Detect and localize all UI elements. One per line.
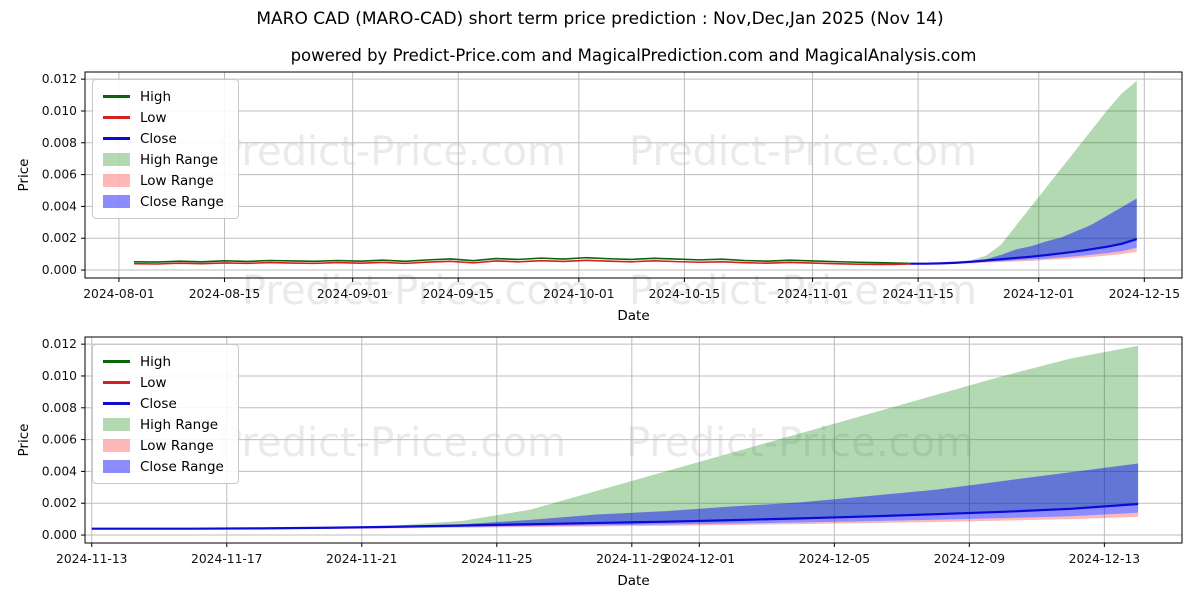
- gridlines: [85, 337, 1182, 543]
- legend-item-close-range: Close Range: [103, 191, 224, 212]
- legend-item-close: Close: [103, 393, 224, 414]
- x-axis-label: Date: [617, 308, 649, 324]
- watermark-text: Predict-Price.com: [242, 268, 590, 314]
- x-tick-label: 2024-08-15: [189, 287, 260, 301]
- x-tick-label: 2024-12-15: [1109, 287, 1180, 301]
- x-tick-label: 2024-11-21: [326, 552, 397, 566]
- legend-label: Close Range: [140, 458, 224, 475]
- x-tick-label: 2024-09-15: [422, 287, 493, 301]
- legend-swatch-line: [103, 402, 130, 405]
- legend-label: High: [140, 88, 172, 105]
- figure-title: MARO CAD (MARO-CAD) short term price pre…: [256, 9, 944, 29]
- legend-item-low-range: Low Range: [103, 170, 224, 191]
- legend-swatch-line: [103, 95, 130, 98]
- y-tick-label: 0.006: [42, 168, 77, 182]
- band-close-range: [910, 198, 1137, 264]
- legend-swatch-patch: [103, 439, 130, 452]
- legend-swatch-line: [103, 360, 130, 363]
- x-tick-label: 2024-12-01: [664, 552, 735, 566]
- x-tick-label: 2024-11-13: [56, 552, 127, 566]
- series-line-close: [910, 237, 1138, 265]
- y-tick-label: 0.012: [42, 337, 77, 351]
- x-tick-label: 2024-12-05: [799, 552, 870, 566]
- legend-bottom-chart: High Low Close High Range Low Range Close Ran…: [92, 344, 239, 484]
- legend-item-high: High: [103, 86, 224, 107]
- legend-swatch-line: [103, 116, 130, 119]
- y-tick-label: 0.004: [42, 199, 77, 213]
- legend-label: Low: [140, 374, 167, 391]
- legend-item-close: Close: [103, 128, 224, 149]
- figure-subtitle: powered by Predict-Price.com and Magical…: [290, 46, 977, 65]
- series-line-low: [133, 259, 911, 266]
- x-tick-label: 2024-10-15: [649, 287, 720, 301]
- band-close-range: [125, 463, 1139, 529]
- x-tick-label: 2024-12-09: [934, 552, 1005, 566]
- x-tick-label: 2024-11-01: [777, 287, 848, 301]
- legend-item-high-range: High Range: [103, 149, 224, 170]
- legend-item-low-range: Low Range: [103, 435, 224, 456]
- y-tick-label: 0.010: [42, 369, 77, 383]
- legend-label: High Range: [140, 416, 219, 433]
- tick-labels: 2024-11-13 2024-11-17 2024-11-21 2024-11-25…: [42, 337, 1140, 566]
- x-tick-label: 2024-08-01: [83, 287, 154, 301]
- x-tick-label: 2024-11-17: [191, 552, 262, 566]
- legend-swatch-patch: [103, 174, 130, 187]
- legend-item-high: High: [103, 351, 224, 372]
- legend-swatch-patch: [103, 153, 130, 166]
- legend-item-low: Low: [103, 107, 224, 128]
- legend-item-high-range: High Range: [103, 414, 224, 435]
- legend-item-low: Low: [103, 372, 224, 393]
- legend-label: Low Range: [140, 172, 214, 189]
- band-high-range: [910, 80, 1137, 264]
- legend-swatch-line: [103, 137, 130, 140]
- legend-swatch-patch: [103, 418, 130, 431]
- band-high-range: [125, 345, 1139, 529]
- x-tick-label: 2024-12-01: [1003, 287, 1074, 301]
- y-tick-label: 0.000: [42, 263, 77, 277]
- y-tick-label: 0.012: [42, 72, 77, 86]
- band-low-range: [125, 512, 1139, 530]
- x-tick-label: 2024-11-25: [461, 552, 532, 566]
- tick-labels: 2024-08-01 2024-08-15 2024-09-01 2024-09-15…: [42, 72, 1180, 301]
- legend-label: Low Range: [140, 437, 214, 454]
- watermark-text: Predict-Price.com: [629, 268, 977, 314]
- y-tick-label: 0.006: [42, 433, 77, 447]
- x-tick-label: 2024-11-29: [596, 552, 667, 566]
- watermark-text: Predict-Price.com: [218, 129, 566, 175]
- legend-label: Close Range: [140, 193, 224, 210]
- legend-top-chart: High Low Close High Range Low Range Close Ran…: [92, 79, 239, 219]
- legend-item-close-range: Close Range: [103, 456, 224, 477]
- x-tick-label: 2024-11-15: [882, 287, 953, 301]
- x-tick-label: 2024-12-13: [1069, 552, 1140, 566]
- y-axis-label: Price: [16, 159, 32, 192]
- chart-forecast-zoom: 2024-11-13 2024-11-17 2024-11-21 2024-11-25…: [16, 336, 1183, 589]
- y-tick-label: 0.008: [42, 401, 77, 415]
- x-tick-label: 2024-09-01: [317, 287, 388, 301]
- watermark-text: Predict-Price.com: [629, 129, 977, 175]
- y-tick-label: 0.004: [42, 464, 77, 478]
- legend-label: Close: [140, 395, 177, 412]
- y-axis-label: Price: [16, 424, 32, 457]
- y-tick-label: 0.000: [42, 528, 77, 542]
- legend-swatch-patch: [103, 195, 130, 208]
- legend-label: High: [140, 353, 172, 370]
- legend-swatch-patch: [103, 460, 130, 473]
- y-tick-label: 0.008: [42, 136, 77, 150]
- x-axis-label: Date: [617, 573, 649, 589]
- series-line-high: [133, 256, 911, 265]
- x-tick-label: 2024-10-01: [543, 287, 614, 301]
- series-line-close: [91, 502, 1139, 530]
- watermark-text: Predict-Price.com: [626, 420, 974, 466]
- y-tick-label: 0.002: [42, 231, 77, 245]
- y-tick-label: 0.002: [42, 496, 77, 510]
- legend-label: High Range: [140, 151, 219, 168]
- watermark-text: Predict-Price.com: [218, 420, 566, 466]
- legend-swatch-line: [103, 381, 130, 384]
- legend-label: Low: [140, 109, 167, 126]
- band-low-range: [910, 247, 1137, 265]
- legend-label: Close: [140, 130, 177, 147]
- y-tick-label: 0.010: [42, 104, 77, 118]
